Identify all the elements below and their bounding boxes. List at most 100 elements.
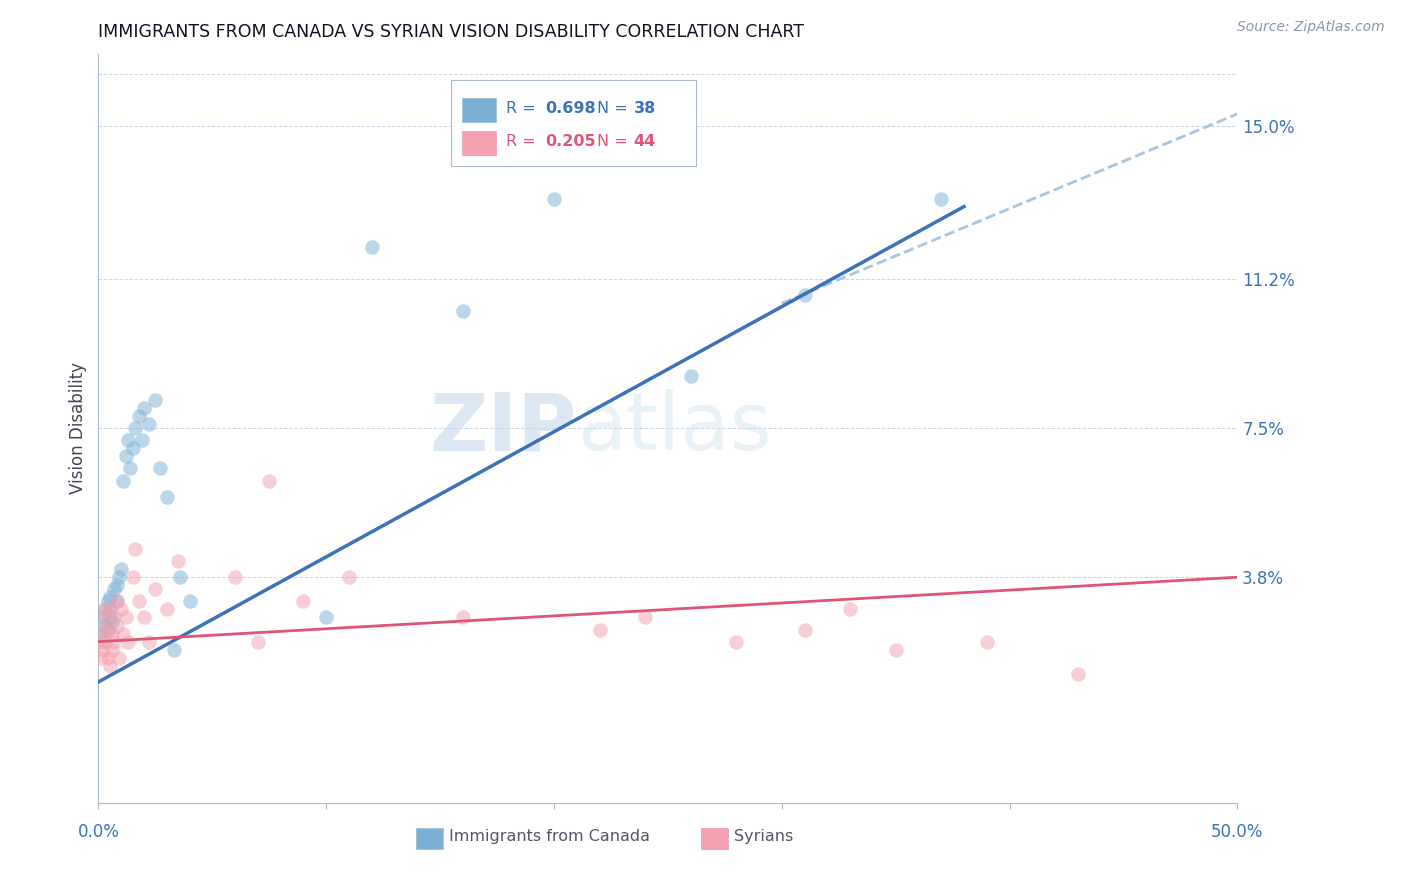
Point	[101, 626, 124, 640]
Point	[156, 602, 179, 616]
Point	[110, 602, 132, 616]
Point	[360, 240, 382, 254]
Point	[96, 594, 118, 608]
Point	[976, 634, 998, 648]
Point	[179, 594, 201, 608]
Point	[94, 602, 117, 616]
Point	[94, 610, 117, 624]
Text: 44: 44	[634, 135, 657, 150]
Point	[315, 610, 337, 624]
Point	[138, 634, 160, 648]
Point	[101, 642, 124, 657]
Point	[679, 368, 702, 383]
Point	[90, 650, 112, 665]
Point	[138, 417, 160, 431]
Point	[292, 594, 315, 608]
Point	[839, 602, 862, 616]
Point	[588, 623, 610, 637]
Point	[451, 304, 474, 318]
Point	[884, 642, 907, 657]
Point	[149, 461, 172, 475]
Text: Immigrants from Canada: Immigrants from Canada	[449, 829, 650, 844]
FancyBboxPatch shape	[451, 79, 696, 166]
Point	[101, 615, 124, 629]
Point	[103, 610, 125, 624]
Text: N =: N =	[598, 101, 633, 116]
Point	[132, 610, 155, 624]
Point	[337, 570, 360, 584]
Point	[929, 192, 952, 206]
Point	[96, 623, 118, 637]
Point	[169, 570, 191, 584]
Text: 0.698: 0.698	[546, 101, 596, 116]
Y-axis label: Vision Disability: Vision Disability	[69, 362, 87, 494]
Point	[451, 610, 474, 624]
Point	[131, 434, 153, 448]
Text: Syrians: Syrians	[734, 829, 793, 844]
Point	[121, 442, 143, 456]
Text: ZIP: ZIP	[429, 389, 576, 467]
Point	[98, 602, 121, 616]
Text: R =: R =	[506, 135, 541, 150]
Point	[167, 554, 190, 568]
Point	[114, 450, 136, 464]
Text: Source: ZipAtlas.com: Source: ZipAtlas.com	[1237, 20, 1385, 34]
Point	[145, 392, 167, 407]
Text: 0.0%: 0.0%	[77, 823, 120, 841]
Point	[98, 602, 121, 616]
Text: IMMIGRANTS FROM CANADA VS SYRIAN VISION DISABILITY CORRELATION CHART: IMMIGRANTS FROM CANADA VS SYRIAN VISION …	[98, 23, 804, 41]
Point	[98, 658, 121, 673]
Point	[259, 474, 281, 488]
Point	[98, 591, 121, 605]
Point	[94, 618, 117, 632]
Text: N =: N =	[598, 135, 633, 150]
Point	[117, 634, 139, 648]
Point	[91, 610, 114, 624]
Point	[108, 650, 131, 665]
Point	[103, 634, 125, 648]
FancyBboxPatch shape	[700, 829, 728, 848]
Point	[103, 582, 125, 597]
Point	[634, 610, 657, 624]
Point	[110, 562, 132, 576]
Point	[725, 634, 748, 648]
Point	[105, 594, 128, 608]
Point	[120, 461, 142, 475]
Point	[128, 594, 150, 608]
Point	[112, 474, 135, 488]
Point	[117, 434, 139, 448]
Point	[128, 409, 150, 423]
Text: 50.0%: 50.0%	[1211, 823, 1264, 841]
Point	[112, 626, 135, 640]
Point	[105, 618, 128, 632]
Point	[91, 623, 114, 637]
FancyBboxPatch shape	[461, 131, 496, 155]
Text: R =: R =	[506, 101, 541, 116]
Point	[162, 642, 184, 657]
Point	[90, 634, 112, 648]
Point	[90, 626, 112, 640]
FancyBboxPatch shape	[461, 98, 496, 121]
Point	[124, 541, 146, 556]
Point	[793, 288, 815, 302]
Point	[105, 578, 128, 592]
Point	[246, 634, 269, 648]
Point	[94, 602, 117, 616]
Point	[124, 421, 146, 435]
Point	[91, 642, 114, 657]
Point	[1067, 666, 1090, 681]
Point	[96, 650, 118, 665]
Point	[105, 594, 128, 608]
Point	[132, 401, 155, 415]
Point	[108, 570, 131, 584]
Text: 38: 38	[634, 101, 657, 116]
Point	[94, 634, 117, 648]
Point	[224, 570, 246, 584]
Point	[96, 623, 118, 637]
Point	[114, 610, 136, 624]
Point	[121, 570, 143, 584]
Text: 0.205: 0.205	[546, 135, 596, 150]
Text: atlas: atlas	[576, 389, 770, 467]
Point	[543, 192, 565, 206]
Point	[145, 582, 167, 597]
